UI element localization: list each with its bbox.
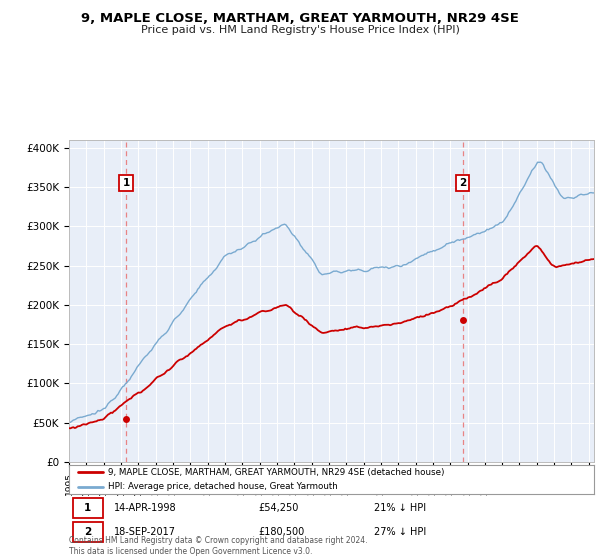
FancyBboxPatch shape bbox=[73, 522, 103, 542]
FancyBboxPatch shape bbox=[73, 498, 103, 518]
Text: £180,500: £180,500 bbox=[258, 527, 304, 537]
Text: Price paid vs. HM Land Registry's House Price Index (HPI): Price paid vs. HM Land Registry's House … bbox=[140, 25, 460, 35]
Text: Contains HM Land Registry data © Crown copyright and database right 2024.
This d: Contains HM Land Registry data © Crown c… bbox=[69, 536, 367, 556]
Text: 21% ↓ HPI: 21% ↓ HPI bbox=[373, 503, 425, 513]
Text: 2: 2 bbox=[459, 178, 466, 188]
Text: 1: 1 bbox=[122, 178, 130, 188]
Text: 2: 2 bbox=[84, 527, 92, 537]
Text: 9, MAPLE CLOSE, MARTHAM, GREAT YARMOUTH, NR29 4SE: 9, MAPLE CLOSE, MARTHAM, GREAT YARMOUTH,… bbox=[81, 12, 519, 25]
Text: £54,250: £54,250 bbox=[258, 503, 298, 513]
Text: 14-APR-1998: 14-APR-1998 bbox=[113, 503, 176, 513]
Text: HPI: Average price, detached house, Great Yarmouth: HPI: Average price, detached house, Grea… bbox=[109, 482, 338, 491]
Text: 1: 1 bbox=[84, 503, 92, 513]
Text: 9, MAPLE CLOSE, MARTHAM, GREAT YARMOUTH, NR29 4SE (detached house): 9, MAPLE CLOSE, MARTHAM, GREAT YARMOUTH,… bbox=[109, 468, 445, 477]
Text: 27% ↓ HPI: 27% ↓ HPI bbox=[373, 527, 426, 537]
Text: 18-SEP-2017: 18-SEP-2017 bbox=[113, 527, 176, 537]
